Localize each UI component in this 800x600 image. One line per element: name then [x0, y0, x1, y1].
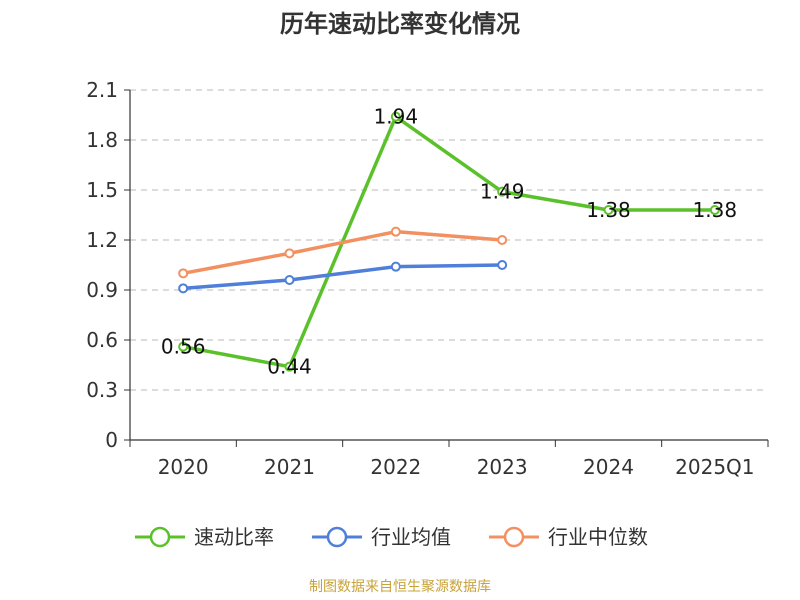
series-point-0	[603, 205, 614, 215]
series-point-0	[709, 205, 720, 215]
x-tick-label: 2025Q1	[675, 455, 754, 479]
series-point-2	[497, 235, 508, 245]
axes	[124, 89, 769, 447]
y-tick-label: 0.3	[86, 378, 118, 402]
x-tick-label: 2023	[477, 455, 528, 479]
series-point-0	[284, 361, 295, 372]
series-point-1	[497, 260, 508, 270]
y-tick-label: 0.6	[86, 328, 118, 352]
series-point-0	[390, 111, 401, 122]
legend-item-0[interactable]: 速动比率	[135, 525, 274, 549]
x-axis-ticks: 2020 2021 2022 2023 2024 2025Q1	[158, 455, 755, 479]
data-label: 0.56	[161, 335, 206, 359]
data-label: 1.94	[374, 105, 419, 129]
legend-label: 行业均值	[371, 525, 451, 549]
legend-item-2[interactable]: 行业中位数	[489, 525, 648, 549]
legend-marker	[503, 526, 525, 548]
grid	[130, 89, 768, 391]
y-axis-ticks: 0 0.3 0.6 0.9 1.2 1.5 1.8 2.1	[86, 78, 118, 452]
legend-marker	[326, 526, 348, 548]
y-tick-label: 1.2	[86, 228, 118, 252]
data-label: 0.44	[267, 355, 312, 379]
legend-item-1[interactable]: 行业均值	[312, 525, 451, 549]
x-tick-label: 2021	[264, 455, 315, 479]
series-point-2	[178, 268, 189, 279]
series-point-2	[390, 226, 401, 237]
x-tick-label: 2022	[370, 455, 421, 479]
y-tick-label: 2.1	[86, 78, 118, 102]
series-line-1	[181, 263, 504, 291]
chart-title: 历年速动比率变化情况	[280, 10, 520, 38]
series-group	[178, 111, 720, 372]
y-tick-label: 0	[105, 428, 118, 452]
legend[interactable]: 速动比率 行业均值 行业中位数	[135, 525, 648, 549]
y-tick-label: 1.5	[86, 178, 118, 202]
y-tick-label: 0.9	[86, 278, 118, 302]
y-tick-label: 1.8	[86, 128, 118, 152]
series-point-1	[178, 283, 189, 294]
series-point-0	[178, 341, 189, 352]
data-label: 1.38	[693, 198, 738, 222]
series-point-1	[390, 261, 401, 272]
legend-label: 速动比率	[194, 525, 274, 549]
data-labels: 0.56 0.44 1.94 1.49 1.38 1.38	[161, 105, 737, 379]
legend-label: 行业中位数	[548, 525, 648, 549]
source-note: 制图数据来自恒生聚源数据库	[309, 579, 491, 595]
series-point-2	[284, 248, 295, 259]
data-label: 1.49	[480, 180, 525, 204]
series-line-2	[181, 229, 504, 276]
x-tick-label: 2024	[583, 455, 634, 479]
series-point-0	[497, 186, 508, 197]
data-label: 1.38	[586, 198, 631, 222]
x-tick-label: 2020	[158, 455, 209, 479]
legend-marker	[149, 526, 171, 548]
series-point-1	[284, 275, 295, 285]
series-line-0	[181, 114, 717, 369]
